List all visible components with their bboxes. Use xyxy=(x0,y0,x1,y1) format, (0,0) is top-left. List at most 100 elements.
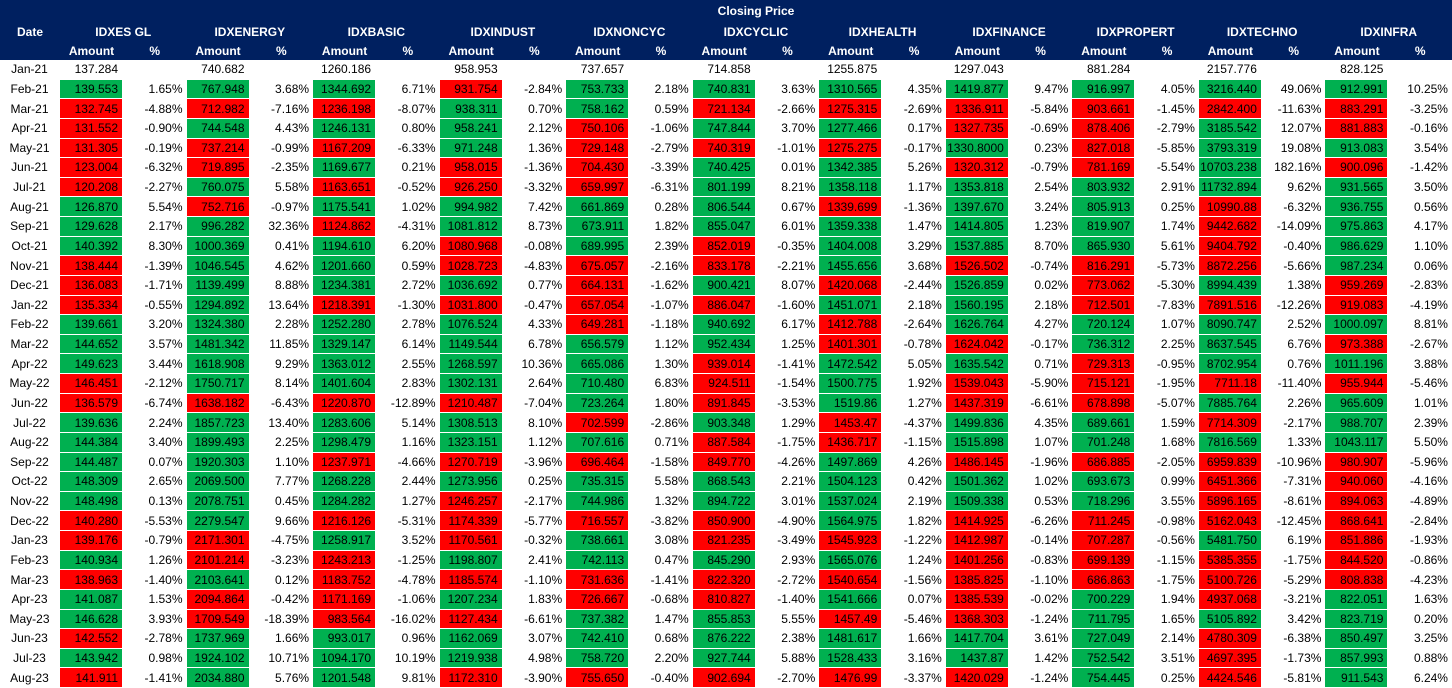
amount-cell: 1540.654 xyxy=(819,570,883,590)
amount-cell: 5100.726 xyxy=(1198,570,1262,590)
amount-cell: 931.565 xyxy=(1325,177,1389,198)
pct-cell: 8.10% xyxy=(502,413,567,433)
pct-cell: 0.70% xyxy=(502,99,567,119)
pct-cell: 2.78% xyxy=(376,315,440,335)
amount-cell: 855.853 xyxy=(692,609,756,630)
amount-cell: 712.501 xyxy=(1072,295,1136,316)
amount-cell: 919.083 xyxy=(1325,295,1389,316)
pct-cell: 0.12% xyxy=(249,570,314,590)
amount-cell: 1420.068 xyxy=(819,275,883,296)
amount-header: Amount xyxy=(566,42,630,60)
pct-cell: -1.30% xyxy=(376,295,440,316)
amount-cell: 980.907 xyxy=(1325,452,1389,473)
amount-cell: 131.552 xyxy=(60,118,123,139)
amount-cell: 686.863 xyxy=(1072,570,1136,590)
pct-cell: 0.23% xyxy=(1008,138,1073,159)
pct-cell: -8.61% xyxy=(1261,491,1326,512)
amount-cell: 5481.750 xyxy=(1198,531,1262,551)
amount-cell: 1284.282 xyxy=(313,491,377,512)
pct-cell: 4.27% xyxy=(1008,315,1073,335)
amount-cell: 9442.682 xyxy=(1198,217,1262,237)
pct-cell: 5.61% xyxy=(1135,236,1199,257)
pct-cell: 5.50% xyxy=(1388,432,1452,453)
amount-cell: 1246.257 xyxy=(439,491,503,512)
amount-cell: 958.241 xyxy=(439,118,503,139)
amount-cell: 852.019 xyxy=(692,236,756,257)
amount-cell: 716.557 xyxy=(566,511,630,531)
amount-cell: 8637.545 xyxy=(1198,334,1262,355)
amount-cell: 131.305 xyxy=(60,138,123,159)
index-header: IDXINDUST xyxy=(439,21,567,42)
pct-cell: 1.65% xyxy=(1135,609,1199,630)
pct-cell: -1.95% xyxy=(1135,374,1199,394)
pct-cell: 5.76% xyxy=(249,668,314,688)
pct-cell: -6.43% xyxy=(249,393,314,414)
pct-cell: 1.65% xyxy=(123,79,187,100)
date-cell: Aug-21 xyxy=(0,197,60,217)
amount-header: Amount xyxy=(186,42,250,60)
amount-cell: 1220.870 xyxy=(313,393,377,414)
amount-cell: 8872.256 xyxy=(1198,256,1262,276)
pct-cell: -2.70% xyxy=(755,668,820,688)
amount-cell: 881.883 xyxy=(1325,118,1389,139)
amount-header: Amount xyxy=(819,42,883,60)
pct-cell: 2.39% xyxy=(629,236,693,257)
pct-cell: 1.92% xyxy=(882,374,946,394)
amount-cell: 1252.280 xyxy=(313,315,377,335)
amount-cell: 912.991 xyxy=(1325,79,1389,100)
amount-cell: 7714.309 xyxy=(1198,413,1262,433)
amount-cell: 1437.319 xyxy=(945,393,1009,414)
amount-cell: 711.795 xyxy=(1072,609,1136,630)
pct-cell: -6.61% xyxy=(1008,393,1073,414)
amount-cell: 714.858 xyxy=(692,60,756,80)
amount-cell: 3793.319 xyxy=(1198,138,1262,159)
amount-cell: 1358.118 xyxy=(819,177,883,198)
date-cell: Aug-22 xyxy=(0,432,60,453)
amount-cell: 1417.704 xyxy=(945,629,1009,649)
amount-cell: 144.384 xyxy=(60,432,123,453)
pct-cell: 0.76% xyxy=(1261,354,1326,374)
amount-cell: 758.162 xyxy=(566,99,630,119)
amount-cell: 1236.198 xyxy=(313,99,377,119)
pct-cell: 2.55% xyxy=(376,354,440,374)
amount-cell: 657.054 xyxy=(566,295,630,316)
amount-cell: 1339.699 xyxy=(819,197,883,217)
amount-cell: 740.831 xyxy=(692,79,756,100)
pct-cell: 4.26% xyxy=(882,452,946,473)
pct-cell: 5.26% xyxy=(882,158,946,178)
amount-cell: 1500.775 xyxy=(819,374,883,394)
amount-cell: 1298.479 xyxy=(313,432,377,453)
pct-cell: -14.09% xyxy=(1261,217,1326,237)
amount-cell: 8994.439 xyxy=(1198,275,1262,296)
date-cell: Sep-22 xyxy=(0,452,60,473)
amount-cell: 1401.604 xyxy=(313,374,377,394)
pct-cell: -1.15% xyxy=(882,432,946,453)
date-cell: May-22 xyxy=(0,374,60,394)
amount-cell: 1414.805 xyxy=(945,217,1009,237)
pct-cell: 2.20% xyxy=(629,648,693,669)
date-header: Date xyxy=(0,21,60,42)
amount-cell: 737.214 xyxy=(186,138,250,159)
pct-cell: 3.24% xyxy=(1008,197,1073,217)
pct-cell: 1.38% xyxy=(1261,275,1326,296)
amount-cell: 987.234 xyxy=(1325,256,1389,276)
amount-cell: 707.616 xyxy=(566,432,630,453)
pct-cell: 7.42% xyxy=(502,197,567,217)
pct-cell: -1.96% xyxy=(1008,452,1073,473)
index-header: IDXINFRA xyxy=(1325,21,1452,42)
pct-cell: -0.68% xyxy=(629,589,693,610)
pct-cell: 0.88% xyxy=(1388,648,1452,669)
amount-cell: 1258.917 xyxy=(313,531,377,551)
amount-cell: 1638.182 xyxy=(186,393,250,414)
pct-cell: -0.32% xyxy=(502,531,567,551)
amount-cell: 753.733 xyxy=(566,79,630,100)
pct-cell: 1.10% xyxy=(249,452,314,473)
pct-cell: 8.88% xyxy=(249,275,314,296)
amount-cell: 701.248 xyxy=(1072,432,1136,453)
pct-cell: 0.20% xyxy=(1388,609,1452,630)
amount-cell: 1481.617 xyxy=(819,629,883,649)
pct-cell: 8.73% xyxy=(502,217,567,237)
pct-cell: -1.75% xyxy=(1261,550,1326,571)
amount-cell: 1509.338 xyxy=(945,491,1009,512)
pct-cell: 1.26% xyxy=(123,550,187,571)
